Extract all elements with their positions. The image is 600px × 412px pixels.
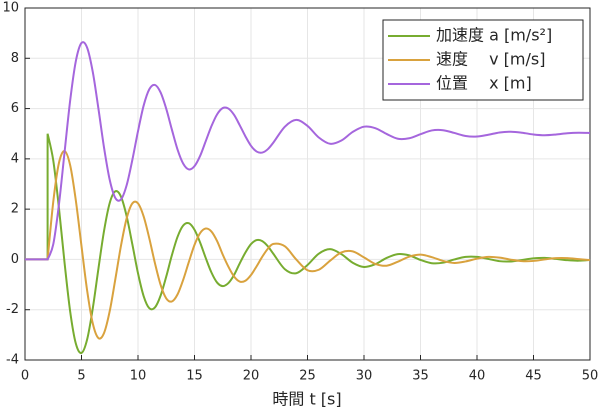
x-tick-label: 10: [130, 369, 147, 384]
x-tick-label: 40: [469, 369, 486, 384]
legend-label: 加速度 a [m/s²]: [436, 26, 552, 45]
plot-frame: [24, 7, 591, 361]
x-tick-label: 15: [186, 369, 203, 384]
y-tick-label: 0: [11, 252, 19, 267]
line-series: [24, 41, 591, 261]
line-series: [24, 133, 591, 355]
x-tick-label: 20: [243, 369, 260, 384]
x-tick-label: 45: [525, 369, 542, 384]
y-tick-label: -2: [6, 302, 19, 317]
legend-label: 速度 v [m/s]: [436, 50, 545, 69]
x-tick-label: 5: [77, 369, 85, 384]
x-tick-label: 0: [21, 369, 29, 384]
legend-label: 位置 x [m]: [436, 74, 532, 93]
y-tick-label: 2: [11, 202, 19, 217]
line-series: [24, 150, 591, 340]
y-tick-label: 4: [11, 151, 19, 166]
y-tick-label: 8: [11, 51, 19, 66]
x-axis-label: 時間 t [s]: [272, 390, 341, 409]
y-tick-label: -4: [6, 353, 19, 368]
x-tick-label: 50: [582, 369, 599, 384]
x-tick-label: 25: [299, 369, 316, 384]
y-tick-label: 10: [2, 1, 19, 16]
x-tick-label: 30: [356, 369, 373, 384]
y-tick-label: 6: [11, 101, 19, 116]
x-tick-label: 35: [412, 369, 429, 384]
